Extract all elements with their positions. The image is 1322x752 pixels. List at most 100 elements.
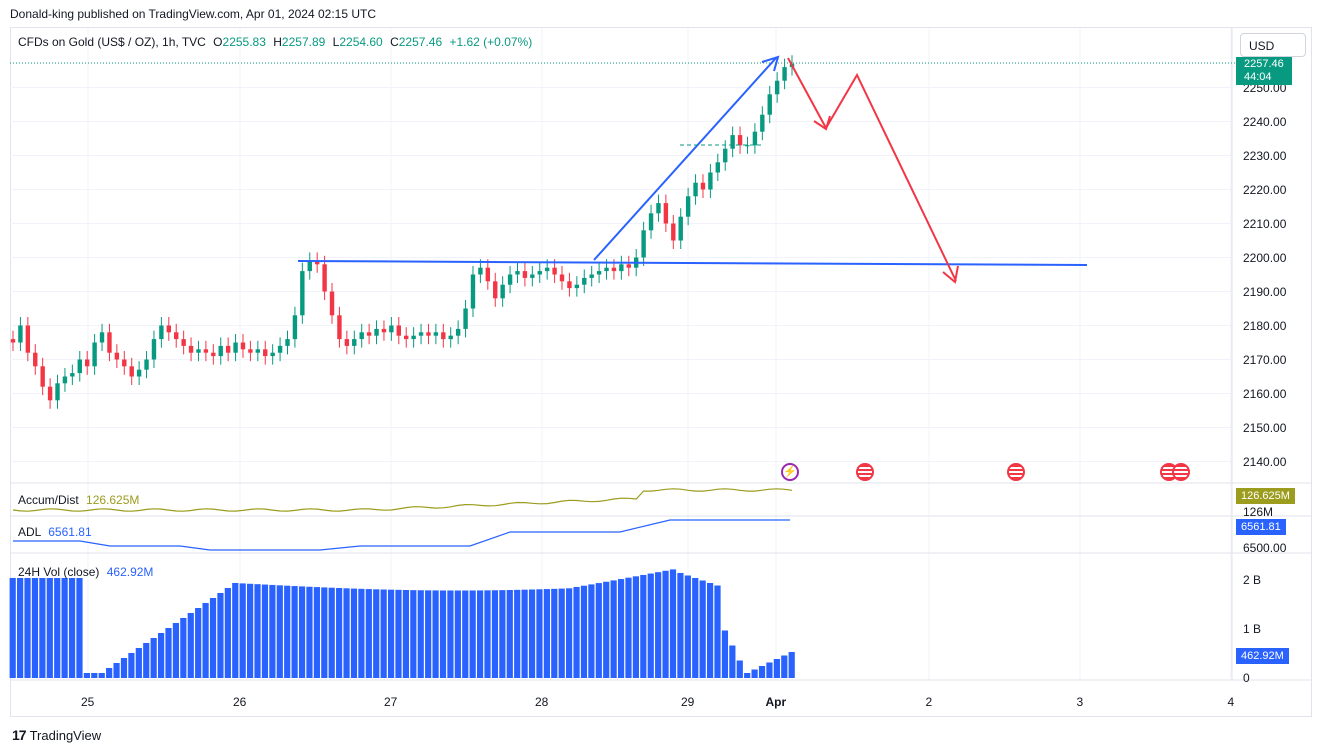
symbol-name[interactable]: CFDs on Gold (US$ / OZ), 1h, TVC <box>18 35 206 49</box>
volume-bar <box>247 583 254 678</box>
candle-body <box>693 182 698 197</box>
volume-bar <box>150 638 157 678</box>
last-price: 2257.46 <box>1244 58 1284 70</box>
volume-bar <box>350 588 358 678</box>
candle-body <box>314 260 320 265</box>
projection-arrowhead <box>942 265 959 284</box>
open-label: O <box>213 35 223 49</box>
volume-bar <box>417 590 424 678</box>
adl-tag: 6561.81 <box>1236 519 1286 535</box>
candle-body <box>263 349 268 357</box>
candle-body <box>596 271 602 275</box>
us-flag-event-icon[interactable] <box>856 463 874 481</box>
us-flag-event-icon[interactable] <box>1007 463 1025 481</box>
candle-body <box>404 335 409 340</box>
volume-bar <box>291 586 298 678</box>
candle-body <box>515 271 520 275</box>
volume-bar <box>284 585 291 678</box>
candle-body <box>767 94 772 115</box>
candle-body <box>62 376 68 384</box>
candle-body <box>441 332 446 340</box>
drawings <box>297 55 1088 284</box>
uptrend-arrowhead <box>761 55 780 72</box>
volume-bar <box>24 578 31 678</box>
candle-body <box>196 349 201 353</box>
volume-bar <box>328 587 335 678</box>
candlesticks <box>10 55 795 409</box>
us-flag-event-icon[interactable] <box>1172 463 1190 481</box>
volume-bar <box>655 572 662 678</box>
volume-bar <box>758 666 766 678</box>
volume-name: 24H Vol (close) <box>18 565 100 579</box>
volume-bar <box>135 648 142 678</box>
price-axis-label: 2150.00 <box>1243 420 1287 435</box>
volume-bar <box>588 584 595 678</box>
price-axis-label: 2180.00 <box>1243 318 1287 333</box>
uptrend-arrow <box>593 57 777 261</box>
candle-body <box>433 332 439 336</box>
volume-bar <box>39 578 46 678</box>
volume-bar <box>425 590 432 678</box>
volume-tag: 462.92M <box>1236 648 1289 664</box>
volume-bar <box>31 578 39 678</box>
chart-frame <box>10 27 1312 717</box>
candle-body <box>129 366 134 377</box>
candle-body <box>174 332 179 340</box>
accum-dist-legend[interactable]: Accum/Dist 126.625M <box>18 493 139 507</box>
tradingview-logo[interactable]: 17 TradingView <box>12 727 101 743</box>
candle-body <box>159 325 164 340</box>
volume-bar <box>462 590 469 678</box>
volume-bar <box>61 578 68 678</box>
projection-arrowhead <box>813 115 831 131</box>
last-price-tag: 2257.46 44:04 <box>1236 57 1292 85</box>
adl-legend[interactable]: ADL 6561.81 <box>18 525 92 539</box>
lightning-event-icon[interactable]: ⚡ <box>781 463 799 481</box>
candle-body <box>374 328 379 336</box>
volume-bar <box>699 580 706 678</box>
candle-body <box>685 196 691 217</box>
volume-bar <box>106 668 113 678</box>
volume-bar <box>499 590 506 678</box>
volume-bar <box>580 585 588 678</box>
candle-body <box>663 203 669 224</box>
price-axis-label: 2140.00 <box>1243 454 1287 469</box>
time-axis-label: 27 <box>384 695 398 709</box>
candle-body <box>248 349 253 353</box>
volume-bar <box>632 576 639 678</box>
candle-body <box>70 373 75 377</box>
adl-name: ADL <box>18 525 41 539</box>
currency-button[interactable]: USD <box>1240 33 1306 57</box>
volume-bar <box>617 579 625 678</box>
volume-bar <box>180 618 187 678</box>
symbol-legend[interactable]: CFDs on Gold (US$ / OZ), 1h, TVC O2255.8… <box>18 35 536 49</box>
volume-bar <box>269 584 276 678</box>
volume-bar <box>669 569 677 678</box>
volume-bar <box>573 587 580 678</box>
candle-body <box>389 325 394 333</box>
volume-bar <box>187 613 194 678</box>
candle-body <box>122 359 127 367</box>
candle-body <box>18 325 23 343</box>
volume-bar <box>714 585 721 678</box>
candle-body <box>307 260 312 272</box>
volume-bar <box>477 590 484 678</box>
candle-body <box>656 203 661 214</box>
candle-body <box>188 345 194 353</box>
volume-legend[interactable]: 24H Vol (close) 462.92M <box>18 565 153 579</box>
candle-body <box>233 342 238 353</box>
candle-body <box>678 216 683 241</box>
volume-bar <box>744 673 751 678</box>
low-value: 2254.60 <box>339 35 383 49</box>
candle-body <box>366 332 372 336</box>
volume-bar <box>751 669 758 678</box>
candle-body <box>544 267 550 272</box>
accum-dist-value: 126.625M <box>86 493 140 507</box>
candle-body <box>225 345 231 353</box>
volume-bar <box>17 578 24 678</box>
volume-bar <box>491 590 499 678</box>
price-axis-label: 2170.00 <box>1243 352 1287 367</box>
candle-body <box>737 135 743 146</box>
candle-body <box>604 267 609 272</box>
candle-body <box>337 315 342 340</box>
